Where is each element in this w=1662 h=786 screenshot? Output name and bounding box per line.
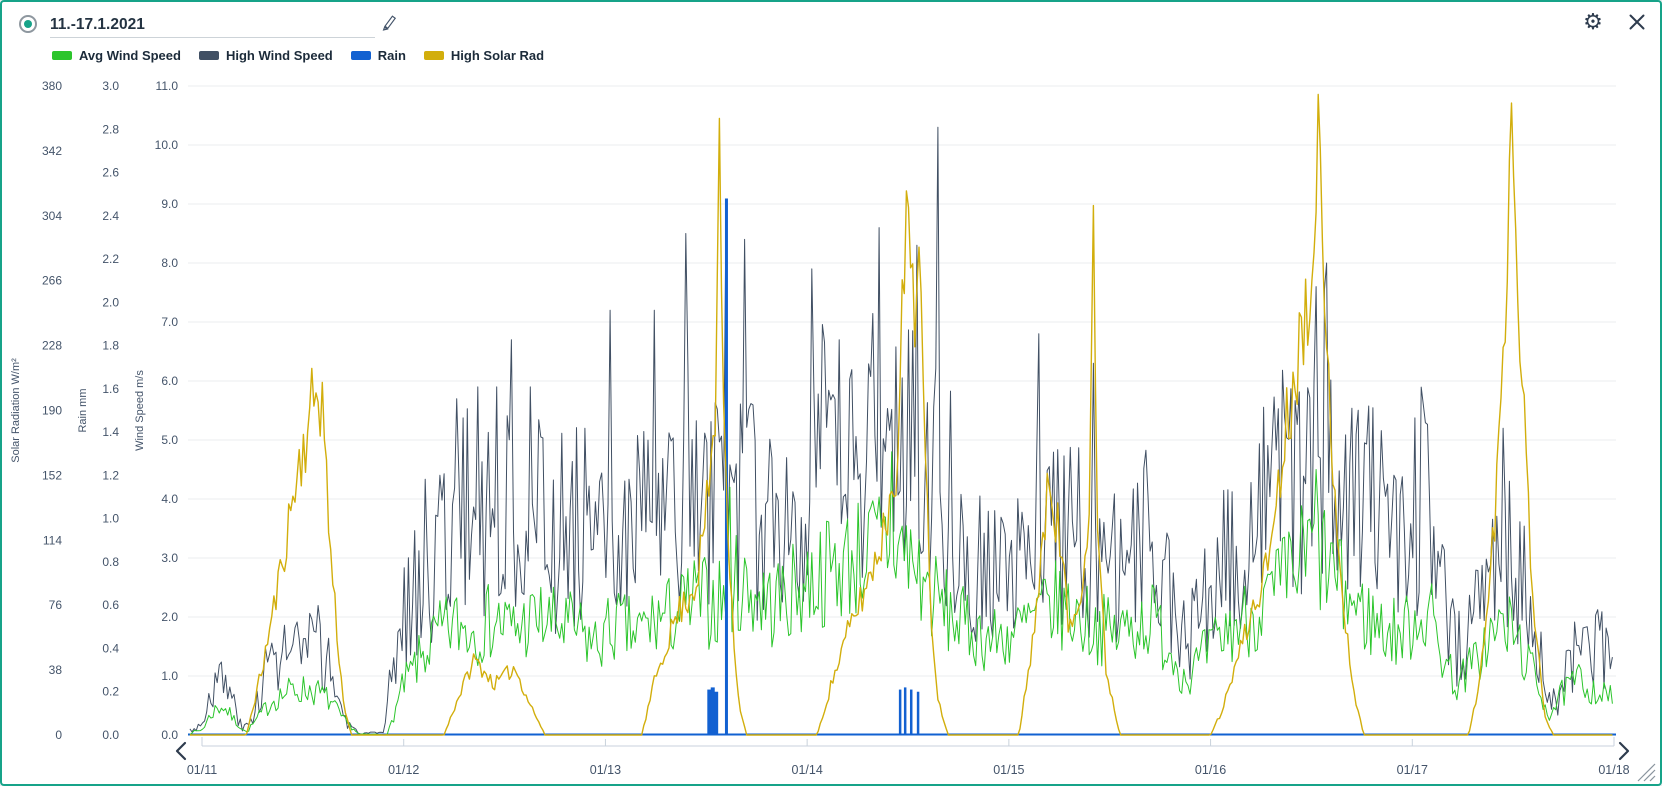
x-axis-date-label: 01/17 [1397, 763, 1428, 777]
rain-axis-tick: 3.0 [102, 79, 119, 93]
wind-axis-tick: 9.0 [161, 197, 178, 211]
solar-axis-tick: 190 [42, 404, 62, 418]
rain-bar [710, 687, 715, 735]
solar-axis-tick: 380 [42, 79, 62, 93]
legend-swatch [423, 50, 444, 60]
x-axis-date-label: 01/13 [590, 763, 621, 777]
rain-axis-tick: 0.0 [102, 728, 119, 742]
solar-axis-tick: 266 [42, 274, 62, 288]
solar-axis-tick: 342 [42, 144, 62, 158]
x-axis-date-label: 01/18 [1598, 763, 1629, 777]
rain-bar [898, 689, 902, 735]
rain-axis-tick: 1.2 [102, 468, 119, 482]
legend: Avg Wind Speed High Wind Speed Rain High So… [52, 46, 544, 64]
legend-swatch [350, 50, 371, 60]
header: 11.-17.1.2021 ⚙ [2, 2, 1660, 46]
rain-bar [714, 691, 719, 735]
rain-bar [707, 689, 712, 735]
rain-axis-title: Rain mm [77, 388, 89, 432]
pan-right-chevron-icon[interactable] [1618, 741, 1630, 761]
rain-axis-tick: 0.6 [102, 598, 119, 612]
wind-axis-tick: 2.0 [161, 610, 178, 624]
series-high-solar-rad [189, 93, 1613, 736]
rain-axis-tick: 0.2 [102, 685, 119, 699]
solar-axis-tick: 38 [49, 663, 63, 677]
wind-axis-tick: 1.0 [161, 669, 178, 683]
rain-axis-tick: 2.0 [102, 295, 119, 309]
resize-handle[interactable] [1649, 775, 1656, 782]
legend-label: High Solar Rad [450, 47, 545, 63]
rain-axis-tick: 1.6 [102, 382, 119, 396]
close-icon[interactable] [1628, 13, 1646, 31]
rain-axis-tick: 0.4 [102, 641, 119, 655]
wind-axis-tick: 5.0 [161, 433, 178, 447]
legend-label: Avg Wind Speed [79, 47, 181, 63]
legend-item-rain[interactable]: Rain [350, 47, 406, 63]
wind-axis-title: Wind Speed m/s [134, 370, 146, 451]
date-range-input[interactable]: 11.-17.1.2021 [50, 12, 375, 38]
rain-axis-tick: 2.6 [102, 166, 119, 180]
rain-axis-tick: 1.4 [102, 425, 119, 439]
solar-axis-tick: 0 [55, 728, 62, 742]
rain-bar [909, 689, 913, 735]
wind-axis-tick: 3.0 [161, 551, 178, 565]
solar-axis-tick: 228 [42, 339, 62, 353]
series-avg-wind-speed [189, 451, 1613, 736]
rain-axis-tick: 2.4 [102, 209, 119, 223]
legend-item-avg-wind-speed[interactable]: Avg Wind Speed [52, 48, 181, 63]
rain-axis-tick: 1.8 [102, 339, 119, 353]
wind-axis-tick: 4.0 [161, 492, 178, 506]
wind-axis-tick: 11.0 [156, 79, 179, 93]
wind-axis-tick: 6.0 [161, 374, 178, 388]
wind-axis-tick: 7.0 [161, 315, 178, 329]
legend-swatch [198, 50, 219, 60]
legend-item-high-wind-speed[interactable]: High Wind Speed [198, 47, 333, 63]
resize-handle[interactable] [1637, 763, 1656, 782]
x-axis-date-label: 01/14 [792, 763, 823, 777]
legend-label: Rain [377, 47, 406, 63]
resize-handle[interactable] [1643, 769, 1656, 782]
rain-bar [903, 687, 907, 735]
x-axis-date-label: 01/11 [187, 763, 217, 777]
solar-axis-title: Solar Radiation W/m² [10, 358, 22, 463]
solar-axis-tick: 114 [43, 533, 62, 547]
rain-axis-tick: 1.0 [102, 512, 119, 526]
rain-axis-tick: 0.8 [102, 555, 119, 569]
solar-axis-tick: 76 [49, 598, 63, 612]
rain-axis-tick: 2.8 [102, 122, 119, 136]
pencil-icon[interactable] [380, 14, 398, 32]
x-axis-date-label: 01/12 [388, 763, 419, 777]
wind-axis-tick: 0.0 [161, 728, 178, 742]
rain-bar [916, 691, 920, 735]
gear-icon[interactable]: ⚙ [1583, 9, 1603, 34]
wind-axis-tick: 10.0 [155, 138, 179, 152]
series-high-wind-speed [189, 126, 1613, 735]
radio-selected-icon[interactable] [19, 15, 37, 33]
wind-axis-tick: 8.0 [161, 256, 178, 270]
legend-label: High Wind Speed [225, 47, 333, 63]
x-axis-date-label: 01/16 [1195, 763, 1226, 777]
solar-axis-tick: 304 [42, 209, 62, 223]
x-axis-date-label: 01/15 [993, 763, 1024, 777]
rain-axis-tick: 2.2 [102, 252, 119, 266]
legend-swatch [52, 50, 72, 60]
pan-left-chevron-icon[interactable] [175, 741, 187, 761]
solar-axis-tick: 152 [42, 468, 62, 482]
legend-item-high-solar-rad[interactable]: High Solar Rad [423, 47, 545, 63]
radio-dot [24, 20, 32, 28]
